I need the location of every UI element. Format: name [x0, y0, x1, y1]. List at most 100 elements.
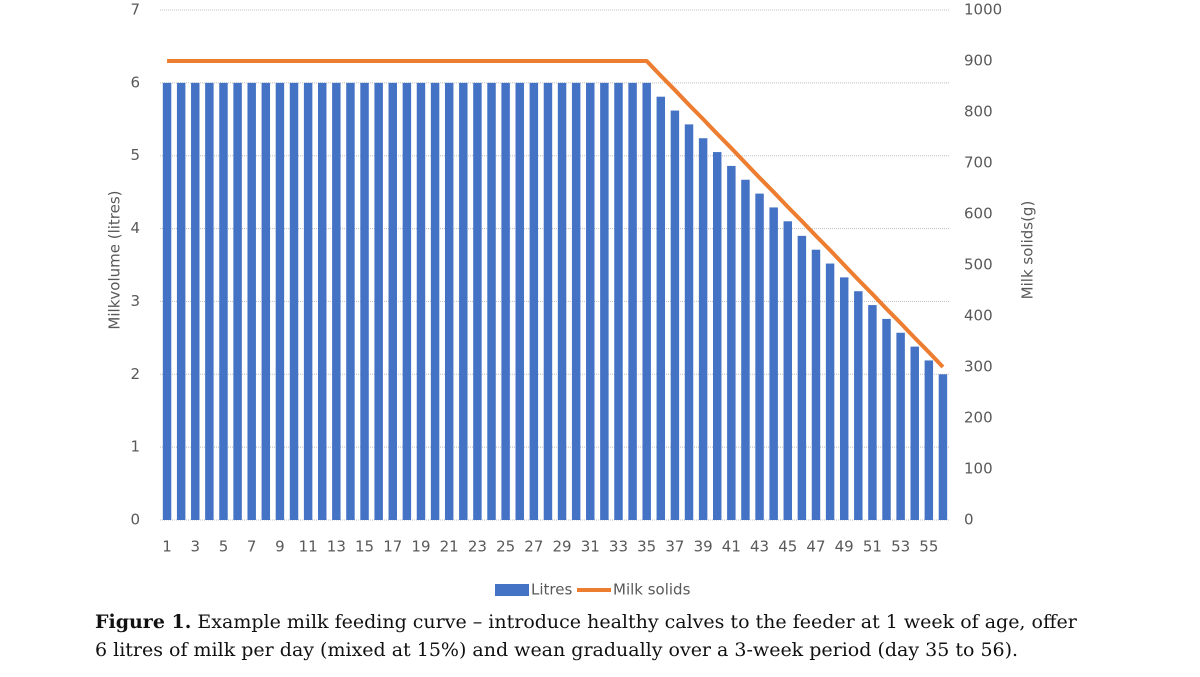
y-tick-label: 3: [130, 292, 140, 310]
bar: [557, 82, 567, 520]
bar: [628, 82, 637, 520]
bar: [374, 82, 383, 520]
bar: [332, 82, 341, 520]
bar: [642, 82, 651, 520]
x-tick-label: 29: [553, 538, 572, 556]
bar: [811, 249, 821, 520]
x-tick-label: 41: [722, 538, 741, 556]
y2-tick-label: 500: [964, 256, 993, 274]
x-tick-label: 21: [440, 538, 459, 556]
bar: [346, 82, 355, 520]
x-tick-label: 51: [863, 538, 882, 556]
bar: [416, 82, 426, 520]
y2-axis-title: Milk solids(g): [1019, 201, 1037, 300]
x-tick-label: 9: [275, 538, 285, 556]
bar: [670, 110, 680, 521]
bar: [459, 82, 468, 520]
x-tick-label: 53: [891, 538, 910, 556]
bar: [882, 318, 891, 520]
x-tick-label: 7: [247, 538, 257, 556]
x-tick-label: 15: [355, 538, 374, 556]
legend-swatch: [495, 584, 529, 596]
y2-tick-label: 1000: [964, 1, 1002, 19]
y2-tick-label: 400: [964, 307, 993, 325]
bar: [360, 82, 369, 520]
y-tick-label: 1: [130, 438, 140, 456]
x-tick-label: 17: [383, 538, 402, 556]
bar: [854, 291, 863, 520]
bar: [473, 82, 482, 520]
bar: [614, 82, 623, 520]
bar: [247, 82, 256, 520]
x-tick-label: 13: [327, 538, 346, 556]
bar: [444, 82, 454, 520]
bar: [571, 82, 581, 520]
bar: [825, 263, 835, 520]
chart: Milkvolume (litres) Milk solids(g) 01234…: [106, 1, 1037, 599]
y2-tick-label: 700: [964, 154, 993, 172]
caption-text: Example milk feeding curve – introduce h…: [95, 611, 1077, 661]
x-tick-label: 3: [190, 538, 200, 556]
bar: [797, 235, 807, 520]
y2-tick-label: 0: [964, 511, 974, 529]
caption-label: Figure 1.: [95, 611, 192, 633]
bar: [924, 360, 934, 520]
line: [167, 59, 945, 369]
bar: [896, 332, 905, 520]
y-tick-label: 2: [130, 365, 140, 383]
bar: [275, 82, 285, 520]
bar: [501, 82, 510, 520]
y2-tick-label: 900: [964, 52, 993, 70]
y-tick-label: 7: [130, 1, 140, 19]
legend-label: Milk solids: [613, 581, 691, 599]
bar: [303, 82, 313, 520]
bar: [684, 124, 694, 520]
x-tick-label: 33: [609, 538, 628, 556]
x-tick-label: 37: [665, 538, 684, 556]
bar: [529, 82, 539, 520]
bar: [162, 82, 172, 520]
bar: [219, 82, 228, 520]
bar: [176, 82, 186, 520]
x-tick-label: 19: [411, 538, 430, 556]
y-tick-label: 0: [130, 511, 140, 529]
bar: [318, 82, 327, 520]
x-tick-label: 5: [219, 538, 229, 556]
bar: [713, 152, 722, 521]
bar: [755, 193, 764, 520]
y2-tick-label: 100: [964, 460, 993, 478]
y2-tick-label: 600: [964, 205, 993, 223]
bar: [487, 82, 496, 520]
x-tick-label: 31: [581, 538, 600, 556]
bar: [783, 221, 792, 521]
bar: [741, 179, 750, 520]
bar: [586, 82, 595, 520]
bar: [727, 165, 736, 520]
bar: [515, 82, 524, 520]
bar: [868, 305, 877, 520]
bar: [839, 277, 849, 520]
caption: Figure 1. Example milk feeding curve – i…: [95, 608, 1085, 664]
y-tick-label: 5: [130, 146, 140, 164]
bar: [543, 82, 553, 520]
x-tick-label: 55: [919, 538, 938, 556]
bar: [698, 138, 708, 520]
bar: [910, 346, 919, 520]
bar: [388, 82, 397, 520]
y-tick-label: 4: [130, 219, 140, 237]
x-tick-label: 39: [694, 538, 713, 556]
y2-tick-label: 800: [964, 103, 993, 121]
x-tick-label: 11: [299, 538, 318, 556]
x-tick-label: 23: [468, 538, 487, 556]
x-tick-label: 27: [524, 538, 543, 556]
bar: [430, 82, 440, 520]
bar: [261, 82, 271, 520]
x-tick-label: 45: [778, 538, 797, 556]
y2-tick-label: 300: [964, 358, 993, 376]
legend-label: Litres: [531, 581, 572, 599]
x-tick-label: 35: [637, 538, 656, 556]
bar: [656, 96, 666, 520]
y-axis-title: Milkvolume (litres): [106, 190, 124, 329]
bar: [938, 374, 948, 520]
